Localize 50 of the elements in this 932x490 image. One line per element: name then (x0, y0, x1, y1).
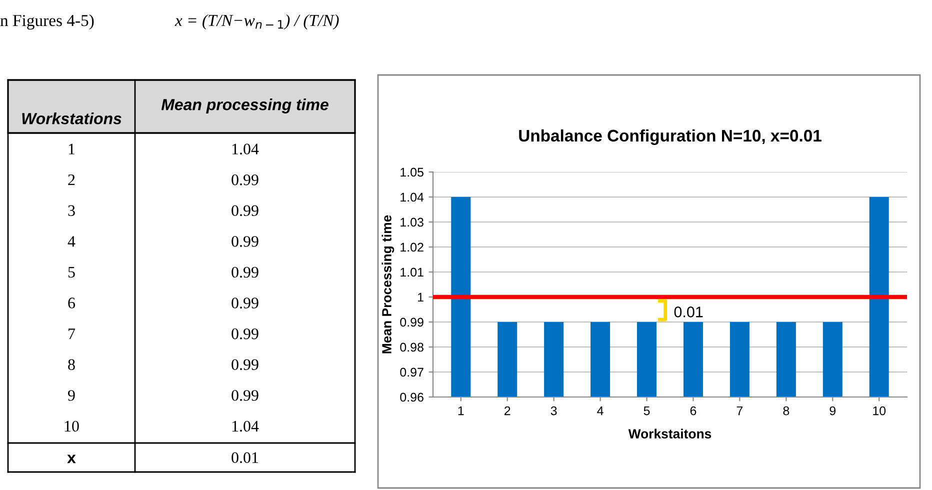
category-label: 5 (68, 266, 75, 278)
y-tick-label: 0.97 (400, 368, 424, 377)
text: 0.99 (232, 328, 258, 340)
y-axis-title: Mean Processing time (382, 215, 394, 354)
x-tick-label: 9 (830, 406, 836, 416)
y-tick-label: 0.98 (400, 342, 424, 352)
text: x (67, 454, 76, 464)
text: 1.04 (232, 144, 259, 154)
text: 1.04 (232, 420, 259, 432)
text: Mean processing time (161, 98, 328, 114)
text: 0.99 (232, 205, 258, 216)
y-tick-label: 1.03 (400, 218, 424, 227)
y-tick-label: 1 (418, 292, 424, 302)
x-tick-label: 2 (504, 406, 510, 416)
text: 0.99 (232, 390, 258, 401)
text: 0.99 (232, 174, 258, 186)
chart-title: Unbalance Configuration N=10, x=0.01 (519, 129, 822, 145)
y-tick-label: 1.02 (400, 242, 424, 252)
y-tick-label: 0.96 (400, 392, 424, 402)
text: 0.99 (232, 236, 258, 247)
text: 0.99 (232, 298, 258, 308)
y-tick-label: 0.99 (400, 318, 424, 327)
category-label: 4 (68, 236, 76, 247)
x-tick-label: 4 (597, 406, 604, 416)
x-tick-label: 1 (458, 406, 464, 416)
x-tick-label: 10 (873, 406, 886, 416)
text: x = (T/N−w$_{n−1}$) / (T/N) (174, 14, 339, 30)
x-axis-title: Workstaitons (628, 428, 712, 438)
category-label: 10 (64, 420, 79, 432)
category-label: 8 (68, 359, 75, 370)
text: 0.01 (232, 452, 258, 464)
category-label: 7 (68, 328, 76, 340)
x-tick-label: 6 (690, 406, 696, 416)
text: n Figures 4-5) (0, 14, 94, 30)
category-label: 3 (68, 205, 75, 216)
y-tick-label: 1.04 (400, 192, 424, 202)
x-tick-label: 3 (550, 406, 557, 416)
x-tick-label: 8 (783, 406, 790, 416)
text: Workstations (22, 112, 122, 124)
text: 0.99 (232, 266, 258, 278)
category-label: 9 (68, 390, 75, 401)
x-tick-label: 5 (644, 406, 650, 416)
text: 0.99 (232, 359, 258, 370)
category-label: 6 (68, 298, 76, 308)
x-tick-label: 7 (736, 406, 743, 416)
category-label: 1 (68, 144, 75, 154)
y-tick-label: 1.05 (400, 168, 424, 177)
category-label: 2 (68, 174, 75, 186)
annotation: 0.01 (674, 306, 703, 318)
y-tick-label: 1.01 (400, 268, 424, 277)
